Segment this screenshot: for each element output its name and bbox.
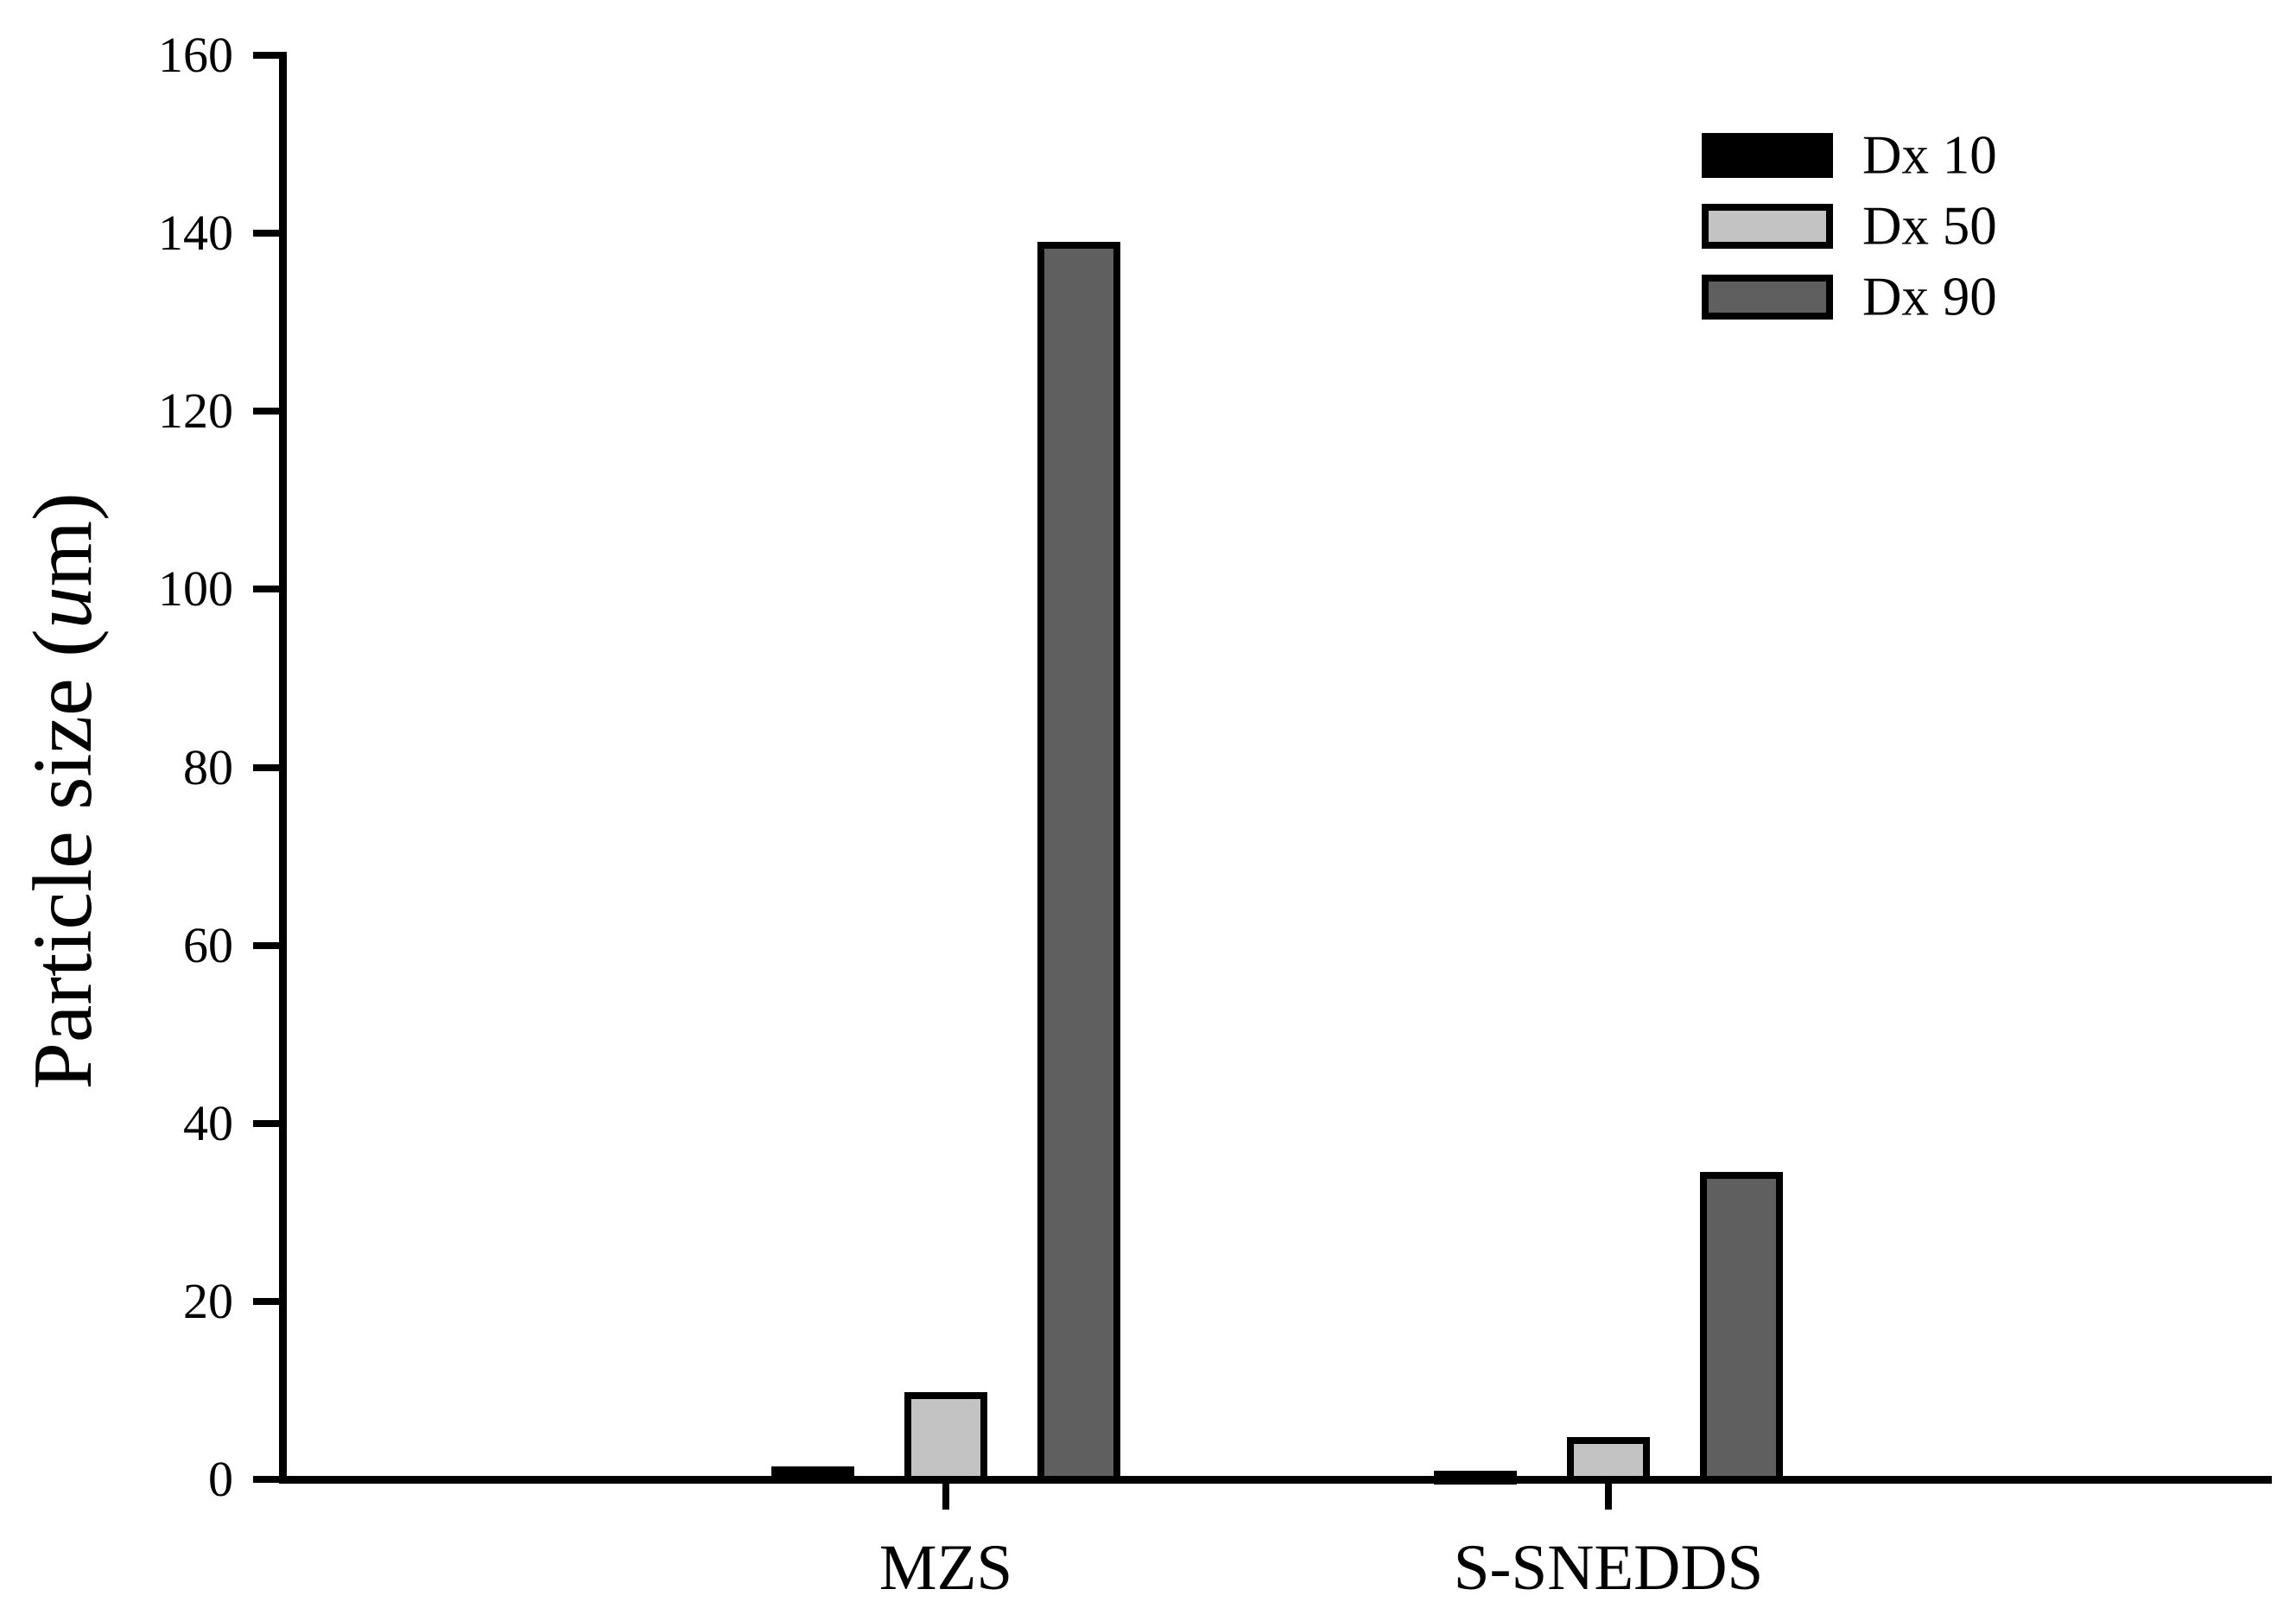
y-axis-line — [279, 52, 287, 1484]
y-tick-160 — [253, 52, 279, 59]
x-axis-line — [279, 1476, 2272, 1484]
y-tick-label-0: 0 — [208, 1451, 233, 1507]
bar-s-snedds-dx-90 — [1700, 1172, 1783, 1483]
y-tick-40 — [253, 1120, 279, 1127]
y-axis-title-text: Particle size ( — [16, 629, 110, 1090]
x-tick-mzs — [942, 1484, 949, 1510]
y-tick-120 — [253, 408, 279, 415]
y-tick-label-160: 160 — [158, 27, 233, 83]
bar-s-snedds-dx-50 — [1567, 1437, 1650, 1483]
bar-s-snedds-dx-10 — [1434, 1471, 1517, 1485]
y-tick-label-120: 120 — [158, 383, 233, 439]
y-tick-label-100: 100 — [158, 560, 233, 617]
x-category-label-s-snedds: S-SNEDDS — [1453, 1532, 1764, 1604]
x-category-label-mzs: MZS — [878, 1532, 1013, 1604]
y-tick-label-80: 80 — [183, 739, 233, 795]
x-tick-s-snedds — [1605, 1484, 1612, 1510]
y-tick-140 — [253, 230, 279, 237]
legend-label-dx-50: Dx 50 — [1862, 195, 1997, 256]
legend-label-dx-90: Dx 90 — [1862, 266, 1997, 327]
y-tick-60 — [253, 942, 279, 949]
bar-mzs-dx-10 — [771, 1466, 854, 1483]
bar-mzs-dx-50 — [904, 1392, 987, 1483]
y-tick-0 — [253, 1476, 279, 1483]
y-tick-label-140: 140 — [158, 205, 233, 261]
y-tick-label-40: 40 — [183, 1095, 233, 1151]
legend-swatch-dx-50 — [1702, 204, 1833, 249]
y-tick-label-60: 60 — [183, 917, 233, 973]
y-tick-100 — [253, 586, 279, 592]
bar-mzs-dx-90 — [1037, 242, 1120, 1483]
legend-label-dx-10: Dx 10 — [1862, 124, 1997, 186]
y-tick-label-20: 20 — [183, 1273, 233, 1329]
y-tick-80 — [253, 764, 279, 771]
legend-swatch-dx-90 — [1702, 275, 1833, 320]
legend-swatch-dx-10 — [1702, 133, 1833, 178]
y-tick-20 — [253, 1298, 279, 1305]
